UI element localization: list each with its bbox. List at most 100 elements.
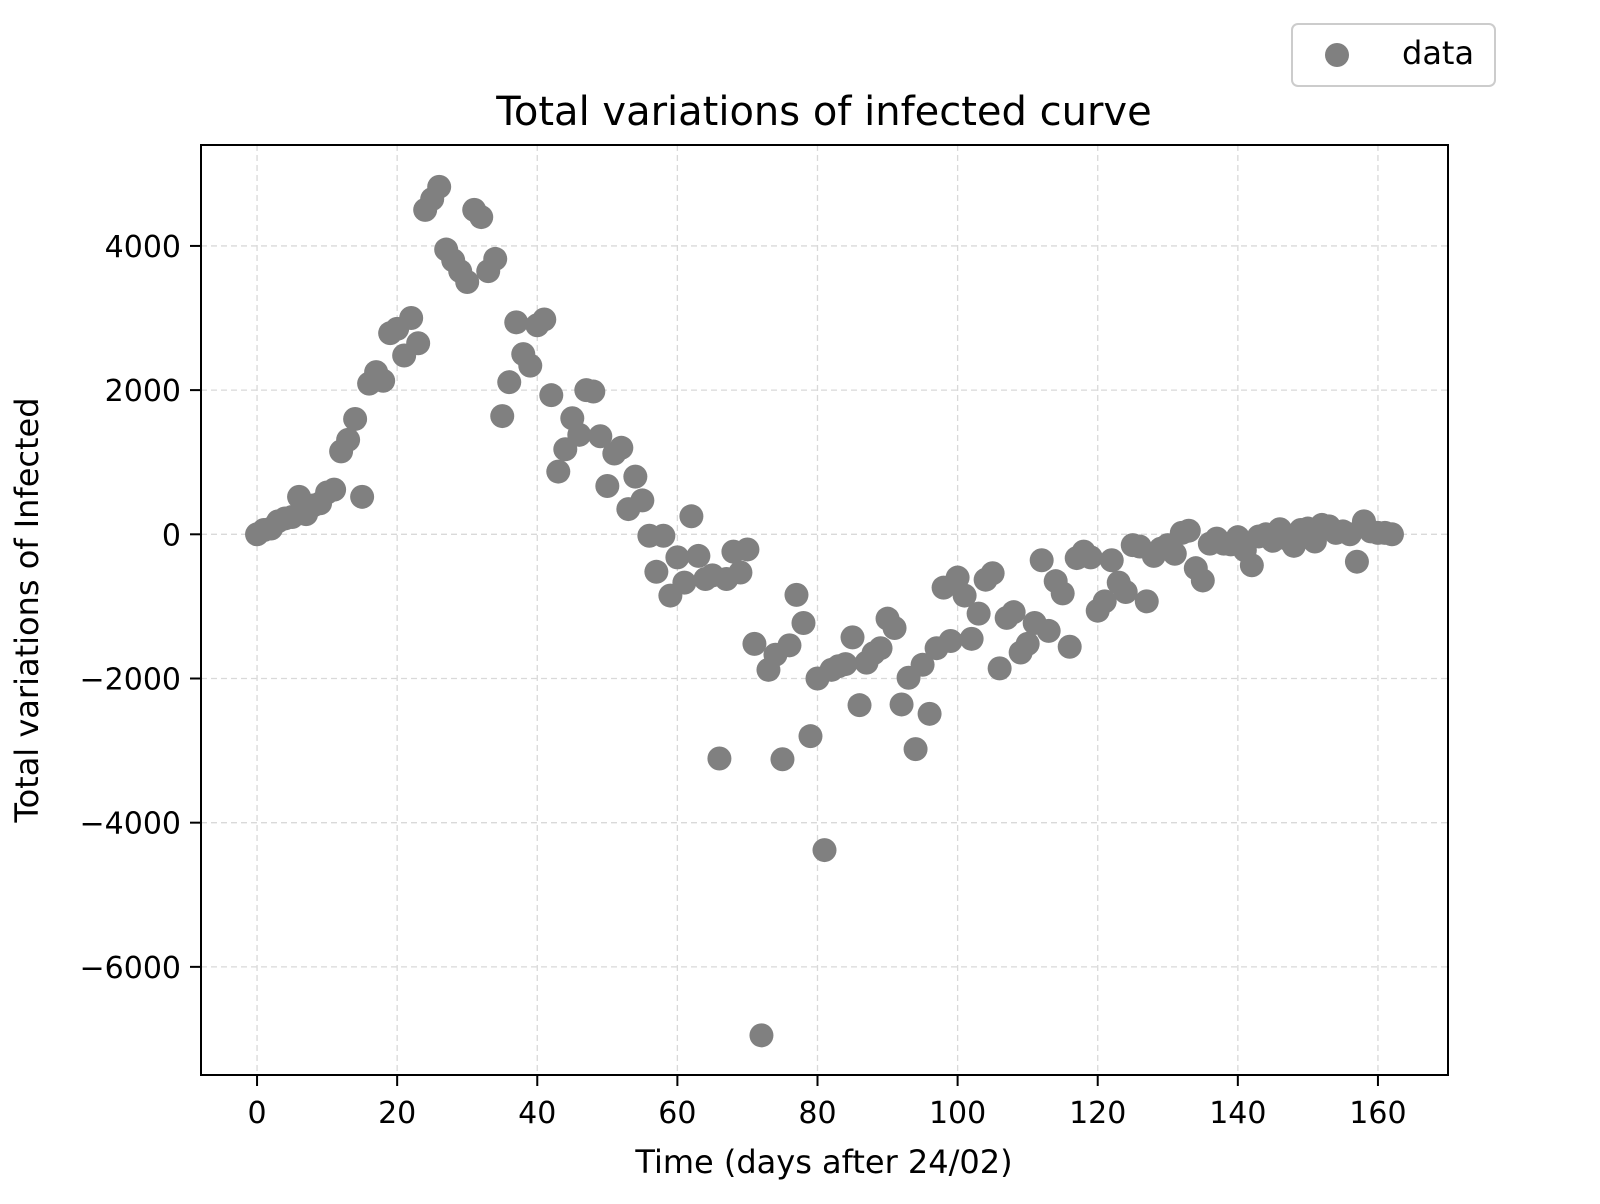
data-point (1050, 581, 1075, 606)
data-point (707, 746, 732, 771)
data-point (945, 565, 970, 590)
data-point (952, 583, 977, 608)
data-point (966, 601, 991, 626)
data-point (742, 631, 767, 656)
y-tick-label: 2000 (105, 374, 181, 409)
data-point (532, 307, 557, 332)
x-axis-label: Time (days after 24/02) (634, 1143, 1012, 1181)
data-point (469, 205, 494, 230)
data-point (1239, 553, 1264, 578)
data-point (798, 724, 823, 749)
data-point (672, 570, 697, 595)
data-point (910, 652, 935, 677)
data-point (665, 545, 690, 570)
data-point (882, 616, 907, 641)
data-point (518, 353, 543, 378)
data-point (1113, 579, 1138, 604)
data-point (546, 459, 571, 484)
data-point (735, 537, 760, 562)
data-point (770, 747, 795, 772)
data-point (581, 379, 606, 404)
data-point (1015, 631, 1040, 656)
data-point (847, 693, 872, 718)
legend-marker (1325, 43, 1349, 67)
data-point (1078, 545, 1103, 570)
data-point (1344, 549, 1369, 574)
x-tick-label: 160 (1349, 1096, 1406, 1131)
data-point (399, 306, 424, 331)
data-point (630, 488, 655, 513)
y-tick-label: 4000 (105, 230, 181, 265)
x-tick-label: 20 (378, 1096, 416, 1131)
data-point (623, 464, 648, 489)
legend-label: data (1402, 34, 1474, 72)
data-point (336, 427, 361, 452)
data-point (483, 246, 508, 271)
data-point (1162, 541, 1187, 566)
data-point (588, 424, 613, 449)
data-point (504, 310, 529, 335)
data-point (987, 656, 1012, 681)
y-tick-label: −2000 (80, 662, 181, 697)
y-tick-label: −6000 (80, 951, 181, 986)
data-point (406, 331, 431, 356)
y-tick-label: 0 (162, 518, 181, 553)
data-point (1379, 522, 1404, 547)
data-point (371, 368, 396, 393)
data-point (903, 737, 928, 762)
data-point (644, 559, 669, 584)
data-point (343, 406, 368, 431)
y-tick-label: −4000 (80, 807, 181, 842)
data-point (1099, 548, 1124, 573)
data-point (497, 370, 522, 395)
data-point (427, 174, 452, 199)
chart-title: Total variations of infected curve (495, 89, 1151, 135)
legend: data (1291, 23, 1496, 87)
data-point (749, 1023, 774, 1048)
x-tick-label: 80 (798, 1096, 836, 1131)
data-point (1092, 589, 1117, 614)
data-point (1190, 568, 1215, 593)
y-axis-label: Total variations of Infected (8, 397, 46, 823)
data-point (539, 383, 564, 408)
x-tick-label: 0 (247, 1096, 266, 1131)
x-tick-label: 100 (929, 1096, 986, 1131)
data-point (777, 633, 802, 658)
data-point (840, 625, 865, 650)
x-tick-label: 140 (1209, 1096, 1266, 1131)
data-point (609, 435, 634, 460)
data-point (938, 629, 963, 653)
data-point (1176, 518, 1201, 543)
x-tick-label: 60 (658, 1096, 696, 1131)
data-point (1134, 589, 1159, 614)
data-point (833, 652, 858, 677)
data-point (980, 561, 1005, 586)
data-point (728, 560, 753, 585)
data-point (784, 582, 809, 607)
data-point (595, 474, 620, 498)
data-point (1029, 548, 1054, 573)
data-point (791, 610, 816, 635)
data-point (1057, 634, 1082, 659)
axis-ticks: 0 20 40 60 80 100 120 140 160 −6000 −4000 −2000 0 200… (80, 230, 1407, 1131)
data-point (686, 543, 711, 568)
data-point (490, 404, 515, 429)
x-tick-label: 120 (1069, 1096, 1126, 1131)
data-points (245, 174, 1404, 1048)
plot-frame (200, 144, 1449, 1076)
data-point (812, 838, 837, 863)
data-point (679, 504, 704, 529)
data-point (1036, 618, 1061, 643)
data-point (1001, 600, 1026, 625)
data-point (959, 626, 984, 651)
data-point (917, 701, 942, 726)
x-tick-label: 40 (518, 1096, 556, 1131)
data-point (322, 477, 347, 502)
data-point (651, 523, 676, 548)
data-point (889, 692, 914, 717)
data-point (567, 422, 592, 447)
data-point (868, 636, 893, 661)
data-point (455, 269, 480, 294)
